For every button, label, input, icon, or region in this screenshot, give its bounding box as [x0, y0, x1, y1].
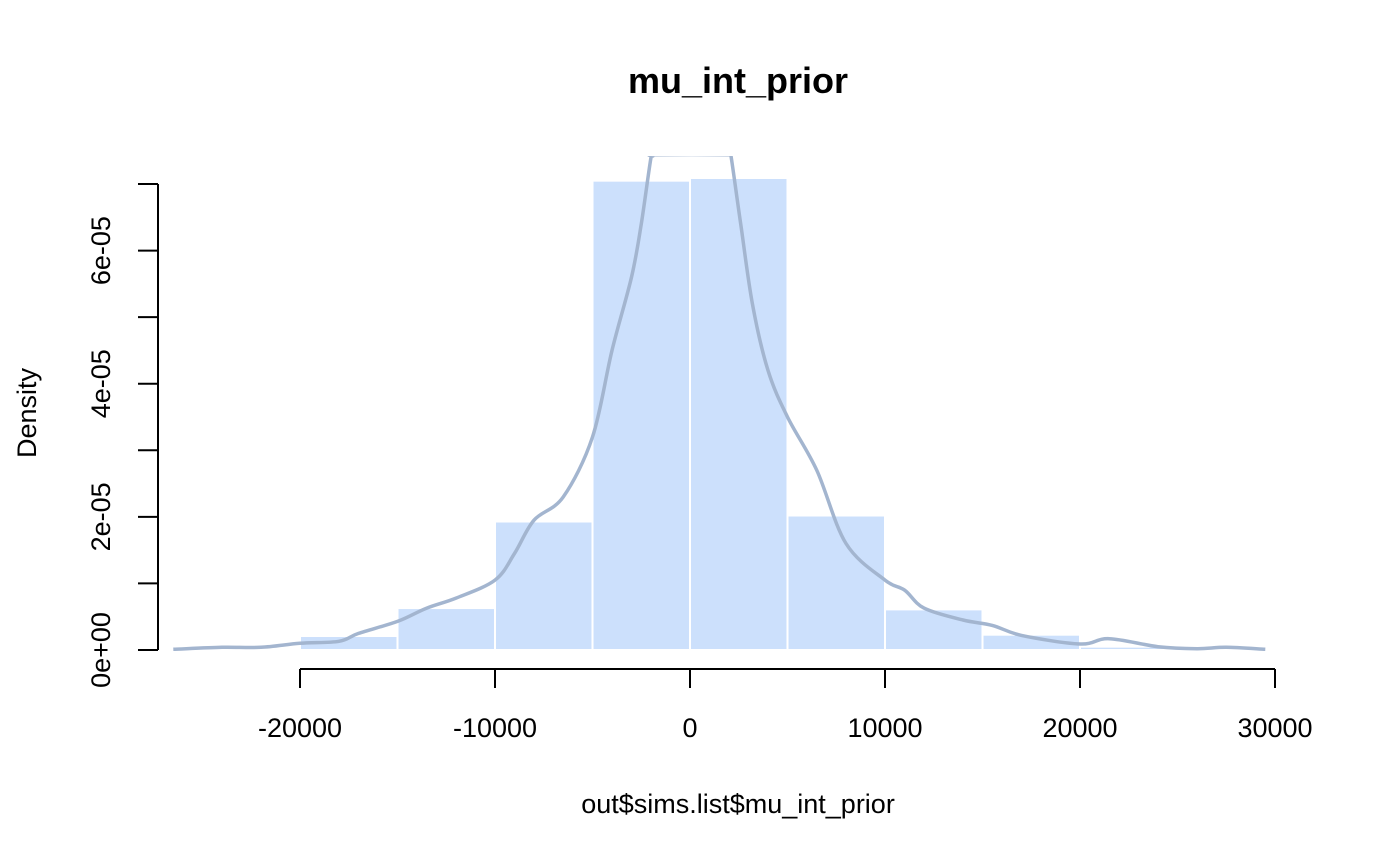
y-axis-label: Density [12, 367, 42, 458]
histogram-bar-4 [689, 177, 789, 651]
histogram-bar-3 [591, 179, 691, 652]
chart-title: mu_int_prior [628, 60, 848, 101]
histogram-bar-6 [884, 608, 984, 651]
y-tick-label: 6e-05 [86, 216, 116, 285]
histogram-bars [299, 177, 1179, 652]
x-tick-label: 30000 [1237, 713, 1312, 743]
density-curve [173, 156, 1266, 652]
x-axis-label: out$sims.list$mu_int_prior [581, 789, 895, 819]
x-tick-label: 10000 [847, 713, 922, 743]
histogram-bar-2 [494, 520, 594, 652]
y-axis: 0e+00 2e-05 4e-05 6e-05 [86, 183, 159, 688]
y-tick-label: 2e-05 [86, 482, 116, 551]
x-tick-label: -20000 [258, 713, 342, 743]
density-curve-group [173, 156, 1266, 652]
y-tick-label: 0e+00 [86, 612, 116, 688]
x-axis: -20000 -10000 0 10000 20000 30000 [258, 668, 1313, 743]
histogram-bar-5 [786, 514, 886, 651]
x-tick-label: 20000 [1042, 713, 1117, 743]
y-tick-label: 4e-05 [86, 349, 116, 418]
x-tick-label: 0 [682, 713, 697, 743]
x-tick-label: -10000 [453, 713, 537, 743]
